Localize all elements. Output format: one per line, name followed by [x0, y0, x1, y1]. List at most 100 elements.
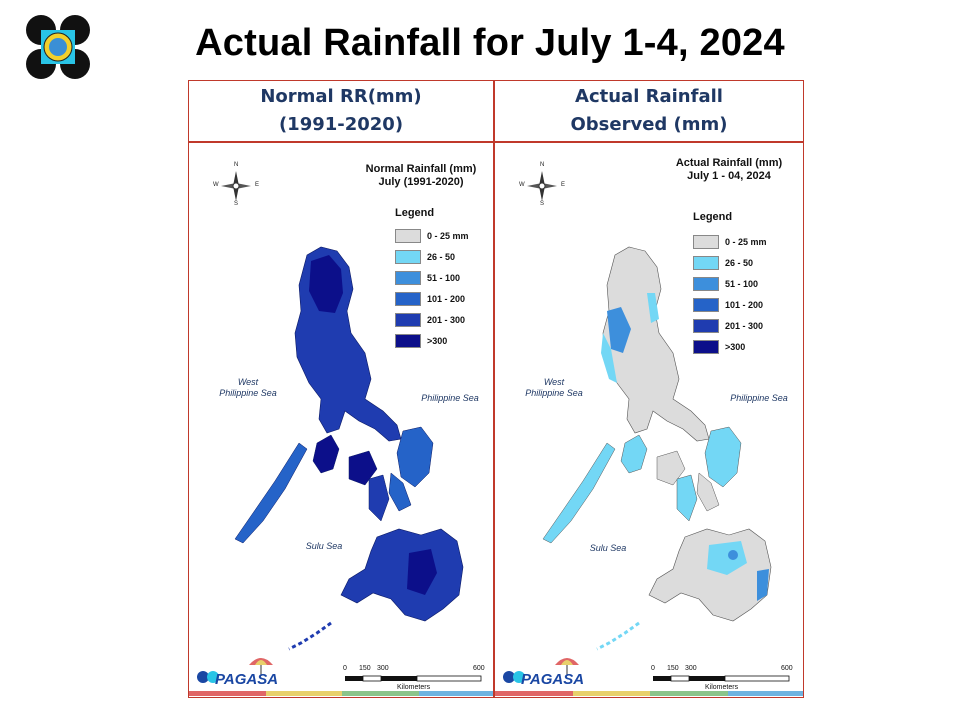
scale-bar	[345, 675, 482, 682]
sea-label-south: Sulu Sea	[589, 543, 627, 553]
mindanao-east-coast	[757, 569, 769, 601]
legend-swatch	[693, 319, 719, 333]
sea-label-south: Sulu Sea	[305, 541, 343, 551]
scale-tick: 0	[651, 665, 655, 672]
legend-item: 26 - 50	[395, 250, 455, 264]
compass-w: W	[519, 182, 525, 188]
slide-title: Actual Rainfall for July 1-4, 2024	[195, 22, 785, 64]
legend-swatch	[693, 298, 719, 312]
left-header-line1: Normal RR(mm)	[260, 86, 422, 107]
sulu-archipelago	[596, 621, 640, 651]
legend-label: 26 - 50	[725, 258, 754, 268]
compass-n: N	[540, 162, 545, 168]
legend-item: 201 - 300	[395, 313, 465, 327]
legend-label: 101 - 200	[427, 294, 466, 304]
map-title-line2: July (1991-2020)	[378, 176, 464, 188]
sea-label-east: Philippine Sea	[730, 393, 788, 403]
left-column-header: Normal RR(mm) (1991-2020)	[188, 80, 494, 142]
legend-swatch	[395, 334, 421, 348]
legend-label: 201 - 300	[427, 315, 466, 325]
compass-w: W	[213, 182, 219, 188]
cebu-bohol	[388, 472, 412, 512]
legend-swatch	[395, 250, 421, 264]
compass-s: S	[540, 201, 545, 207]
legend-label: 0 - 25 mm	[427, 231, 469, 241]
sea-label-east: Philippine Sea	[421, 393, 479, 403]
mindanao-heavy-spot	[728, 550, 738, 560]
agency-name: PAGASA	[521, 671, 585, 688]
normal-rainfall-map-panel: Normal Rainfall (mm) July (1991-2020) N …	[188, 142, 494, 698]
map-title: Normal Rainfall (mm) July (1991-2020)	[365, 163, 477, 189]
pagasa-logo-icon	[197, 658, 273, 683]
negros	[368, 474, 390, 522]
legend-swatch	[693, 340, 719, 354]
legend-item: 201 - 300	[693, 319, 763, 333]
scale-tick: 150	[359, 665, 371, 672]
legend-label: 201 - 300	[725, 321, 764, 331]
scale-unit: Kilometers	[397, 684, 431, 691]
scale-tick: 600	[781, 665, 793, 672]
sea-label-west: West Philippine Sea	[525, 377, 583, 398]
mindanao-wet-zone	[707, 541, 747, 575]
map-title-line1: Actual Rainfall (mm)	[675, 157, 783, 169]
legend-label: >300	[725, 342, 746, 352]
agency-name: PAGASA	[215, 671, 279, 688]
sulu-archipelago	[288, 621, 332, 651]
compass-n: N	[234, 162, 239, 168]
mindoro	[620, 434, 648, 474]
luzon-west-coast	[601, 333, 617, 383]
map-title: Actual Rainfall (mm) July 1 - 04, 2024	[671, 157, 787, 183]
legend-item: >300	[395, 334, 447, 348]
right-header-line1: Actual Rainfall	[575, 86, 723, 107]
scale-unit: Kilometers	[705, 684, 739, 691]
legend-item: 101 - 200	[693, 298, 763, 312]
map-title-line2: July 1 - 04, 2024	[687, 170, 771, 182]
scale-tick: 300	[685, 665, 697, 672]
legend-label: 0 - 25 mm	[725, 237, 767, 247]
panay	[348, 450, 378, 486]
cebu-bohol	[696, 472, 720, 512]
right-header-line2: Observed (mm)	[570, 114, 728, 135]
scale-tick: 0	[343, 665, 347, 672]
legend-swatch	[395, 292, 421, 306]
bottom-color-bar	[495, 691, 803, 696]
samar-leyte	[396, 426, 434, 488]
mindanao-core	[407, 549, 437, 595]
mindanao-landmass	[340, 528, 464, 622]
map-title-line1: Normal Rainfall (mm)	[365, 163, 477, 175]
legend-swatch	[395, 313, 421, 327]
luzon-north-core	[309, 255, 343, 313]
legend-swatch	[395, 229, 421, 243]
legend-label: 101 - 200	[725, 300, 764, 310]
palawan	[542, 442, 616, 544]
legend-title: Legend	[693, 211, 733, 223]
legend-label: >300	[427, 336, 448, 346]
legend-item: >300	[693, 340, 745, 354]
luzon-wet-zone	[607, 307, 631, 353]
legend-label: 26 - 50	[427, 252, 456, 262]
left-header-line2: (1991-2020)	[278, 114, 404, 135]
pagasa-logo-icon	[503, 658, 579, 683]
scale-tick: 300	[377, 665, 389, 672]
legend-item: 26 - 50	[693, 256, 753, 270]
mindoro	[312, 434, 340, 474]
legend-item: 0 - 25 mm	[395, 229, 469, 243]
compass-e: E	[255, 182, 260, 188]
legend-item: 101 - 200	[395, 292, 465, 306]
legend-label: 51 - 100	[427, 273, 461, 283]
legend-title: Legend	[395, 207, 435, 219]
bottom-color-bar	[189, 691, 493, 696]
panay	[656, 450, 686, 486]
legend-label: 51 - 100	[725, 279, 759, 289]
dost-logo	[26, 15, 90, 79]
actual-rainfall-map	[542, 246, 772, 651]
negros	[676, 474, 698, 522]
legend-swatch	[395, 271, 421, 285]
samar-leyte	[704, 426, 742, 488]
sea-label-west: West Philippine Sea	[219, 377, 277, 398]
compass-e: E	[561, 182, 566, 188]
legend-item: 51 - 100	[693, 277, 758, 291]
legend-swatch	[693, 235, 719, 249]
scale-tick: 150	[667, 665, 679, 672]
right-column-header: Actual Rainfall Observed (mm)	[494, 80, 804, 142]
